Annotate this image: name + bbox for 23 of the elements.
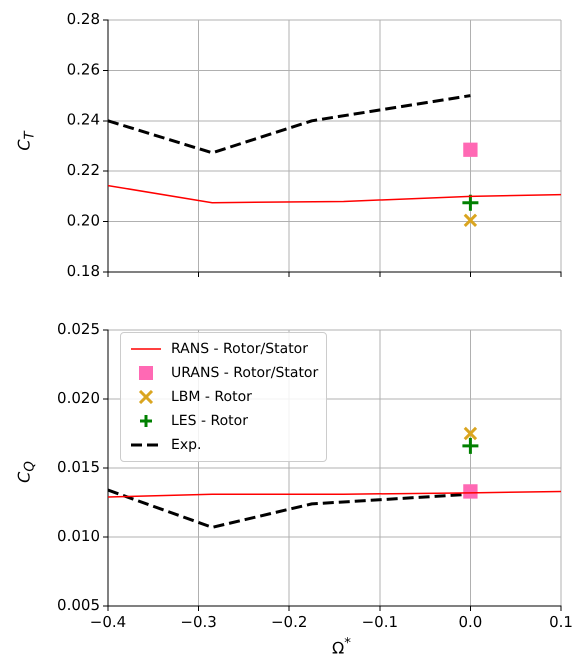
legend-label: URANS - Rotor/Stator <box>171 365 318 381</box>
legend-label: LES - Rotor <box>171 413 248 429</box>
legend-label: LBM - Rotor <box>171 389 252 405</box>
x-axis-title: Ω$^{*}$ <box>332 636 351 658</box>
legend-label: Exp. <box>171 437 202 453</box>
y-tick-label: 0.005 <box>57 596 100 614</box>
x-tick-label: 0.0 <box>458 612 482 631</box>
y-tick-label: 0.26 <box>66 60 100 78</box>
x-tick-label: −0.3 <box>180 612 217 631</box>
x-tick-label: −0.4 <box>90 612 126 631</box>
x-tick-label: −0.2 <box>270 612 308 631</box>
y-tick-label: 0.025 <box>57 320 100 338</box>
x-tick-label: −0.1 <box>362 612 398 631</box>
x-tick-label: 0.1 <box>549 612 573 631</box>
y-tick-label: 0.20 <box>66 211 100 230</box>
y-tick-label: 0.24 <box>66 110 100 129</box>
y-tick-label: 0.22 <box>66 161 100 180</box>
y-tick-label: 0.020 <box>57 388 100 407</box>
y-tick-label: 0.015 <box>57 458 100 476</box>
y-tick-label: 0.010 <box>57 526 100 545</box>
legend-label: RANS - Rotor/Stator <box>171 341 308 357</box>
y-tick-label: 0.28 <box>66 10 100 28</box>
y-tick-label: 0.18 <box>66 262 100 280</box>
